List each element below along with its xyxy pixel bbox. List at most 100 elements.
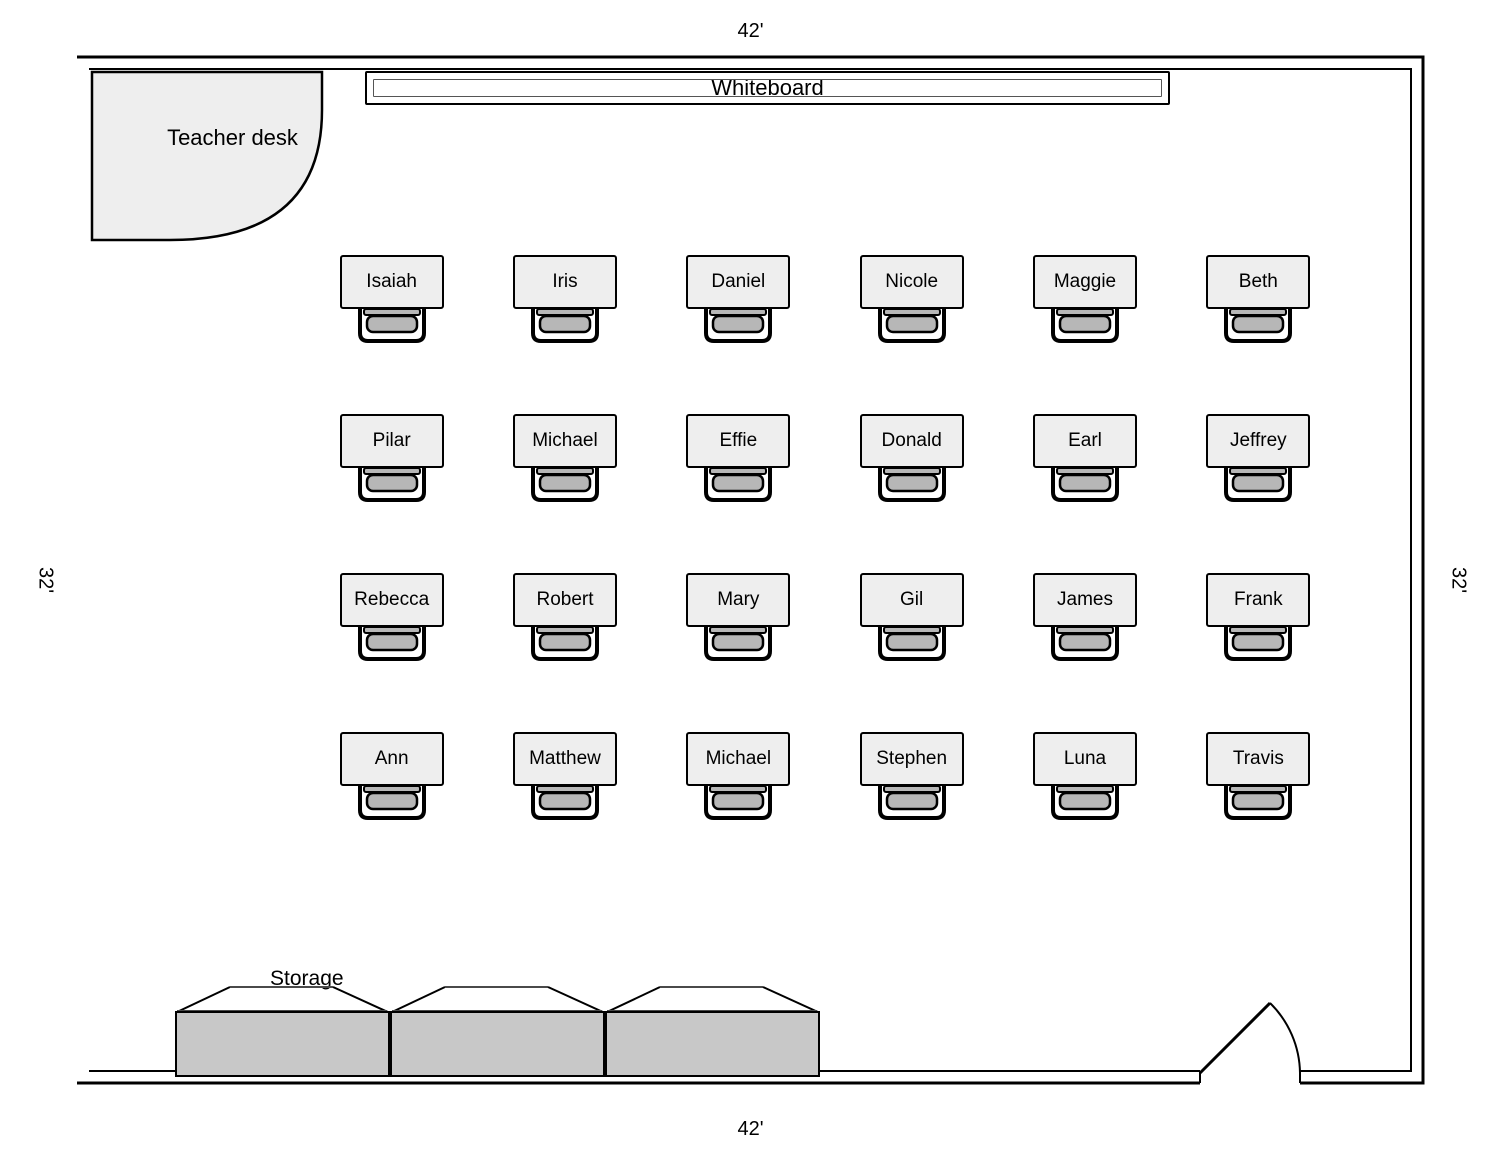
student-desk: Iris bbox=[513, 255, 617, 349]
student-chair bbox=[356, 307, 428, 349]
student-name: Iris bbox=[552, 271, 577, 293]
student-chair bbox=[1222, 784, 1294, 826]
student-desk-top: Beth bbox=[1206, 255, 1310, 309]
student-desk: Rebecca bbox=[340, 573, 444, 667]
student-desk-top: Frank bbox=[1206, 573, 1310, 627]
student-desk: James bbox=[1033, 573, 1137, 667]
student-chair bbox=[529, 784, 601, 826]
student-chair bbox=[702, 784, 774, 826]
student-desk-top: Effie bbox=[686, 414, 790, 468]
student-desk: Frank bbox=[1206, 573, 1310, 667]
student-name: Michael bbox=[532, 430, 597, 452]
student-desk: Gil bbox=[860, 573, 964, 667]
cabinet-lid bbox=[390, 981, 605, 1015]
student-desk: Beth bbox=[1206, 255, 1310, 349]
student-name: Frank bbox=[1234, 589, 1283, 611]
student-name: Donald bbox=[882, 430, 942, 452]
student-desk-top: Robert bbox=[513, 573, 617, 627]
student-chair bbox=[876, 466, 948, 508]
student-desk: Earl bbox=[1033, 414, 1137, 508]
dim-top-label: 42' bbox=[737, 20, 763, 43]
dim-right-label: 32' bbox=[1446, 566, 1469, 592]
student-name: Effie bbox=[719, 430, 757, 452]
student-desk: Michael bbox=[513, 414, 617, 508]
student-name: Nicole bbox=[885, 271, 938, 293]
student-name: Rebecca bbox=[354, 589, 429, 611]
student-desk-top: Maggie bbox=[1033, 255, 1137, 309]
student-name: Daniel bbox=[711, 271, 765, 293]
student-desk: Effie bbox=[686, 414, 790, 508]
student-desk: Luna bbox=[1033, 732, 1137, 826]
student-name: Pilar bbox=[373, 430, 411, 452]
student-desk: Robert bbox=[513, 573, 617, 667]
student-name: Michael bbox=[706, 748, 771, 770]
student-desk-top: James bbox=[1033, 573, 1137, 627]
student-desk: Travis bbox=[1206, 732, 1310, 826]
student-desk: Daniel bbox=[686, 255, 790, 349]
student-desk: Matthew bbox=[513, 732, 617, 826]
student-chair bbox=[876, 625, 948, 667]
student-desk-top: Daniel bbox=[686, 255, 790, 309]
student-chair bbox=[876, 784, 948, 826]
student-name: Stephen bbox=[876, 748, 947, 770]
student-desk-top: Earl bbox=[1033, 414, 1137, 468]
student-chair bbox=[1222, 625, 1294, 667]
student-name: Maggie bbox=[1054, 271, 1116, 293]
student-chair bbox=[1049, 466, 1121, 508]
student-name: Robert bbox=[536, 589, 593, 611]
student-chair bbox=[529, 466, 601, 508]
student-name: Beth bbox=[1239, 271, 1278, 293]
student-name: Gil bbox=[900, 589, 923, 611]
teacher-desk: Teacher desk bbox=[90, 70, 375, 255]
storage-cabinet bbox=[390, 1011, 605, 1077]
student-chair bbox=[1222, 466, 1294, 508]
student-desk-top: Pilar bbox=[340, 414, 444, 468]
cabinet-lid bbox=[605, 981, 820, 1015]
student-name: Ann bbox=[375, 748, 409, 770]
student-chair bbox=[1049, 307, 1121, 349]
student-desk-top: Matthew bbox=[513, 732, 617, 786]
student-chair bbox=[356, 625, 428, 667]
student-chair bbox=[1049, 625, 1121, 667]
student-desk-top: Isaiah bbox=[340, 255, 444, 309]
student-desk: Jeffrey bbox=[1206, 414, 1310, 508]
desk-grid: Isaiah Iris Daniel Nicole Maggie Beth Pilar Mic… bbox=[335, 255, 1315, 826]
student-chair bbox=[1222, 307, 1294, 349]
student-chair bbox=[876, 307, 948, 349]
student-desk: Isaiah bbox=[340, 255, 444, 349]
student-desk-top: Luna bbox=[1033, 732, 1137, 786]
student-desk-top: Nicole bbox=[860, 255, 964, 309]
student-chair bbox=[529, 625, 601, 667]
student-desk-top: Jeffrey bbox=[1206, 414, 1310, 468]
whiteboard: Whiteboard bbox=[365, 71, 1170, 105]
student-desk-top: Michael bbox=[513, 414, 617, 468]
storage-cabinet bbox=[175, 1011, 390, 1077]
cabinet-lid bbox=[175, 981, 390, 1015]
student-desk-top: Travis bbox=[1206, 732, 1310, 786]
student-desk: Michael bbox=[686, 732, 790, 826]
student-chair bbox=[356, 784, 428, 826]
student-chair bbox=[702, 625, 774, 667]
student-desk-top: Rebecca bbox=[340, 573, 444, 627]
student-desk: Mary bbox=[686, 573, 790, 667]
student-desk-top: Iris bbox=[513, 255, 617, 309]
student-name: Matthew bbox=[529, 748, 601, 770]
student-chair bbox=[356, 466, 428, 508]
student-chair bbox=[702, 307, 774, 349]
dim-bottom-label: 42' bbox=[737, 1118, 763, 1141]
student-name: Mary bbox=[717, 589, 759, 611]
room: Whiteboard Teacher desk Isaiah Iris Daniel… bbox=[75, 55, 1425, 1085]
student-chair bbox=[529, 307, 601, 349]
student-desk: Maggie bbox=[1033, 255, 1137, 349]
student-chair bbox=[1049, 784, 1121, 826]
student-desk-top: Stephen bbox=[860, 732, 964, 786]
student-desk: Pilar bbox=[340, 414, 444, 508]
student-name: Jeffrey bbox=[1230, 430, 1287, 452]
student-desk: Nicole bbox=[860, 255, 964, 349]
student-desk-top: Gil bbox=[860, 573, 964, 627]
whiteboard-label: Whiteboard bbox=[711, 75, 824, 101]
student-chair bbox=[702, 466, 774, 508]
student-desk: Stephen bbox=[860, 732, 964, 826]
student-name: Isaiah bbox=[366, 271, 417, 293]
student-name: Earl bbox=[1068, 430, 1102, 452]
